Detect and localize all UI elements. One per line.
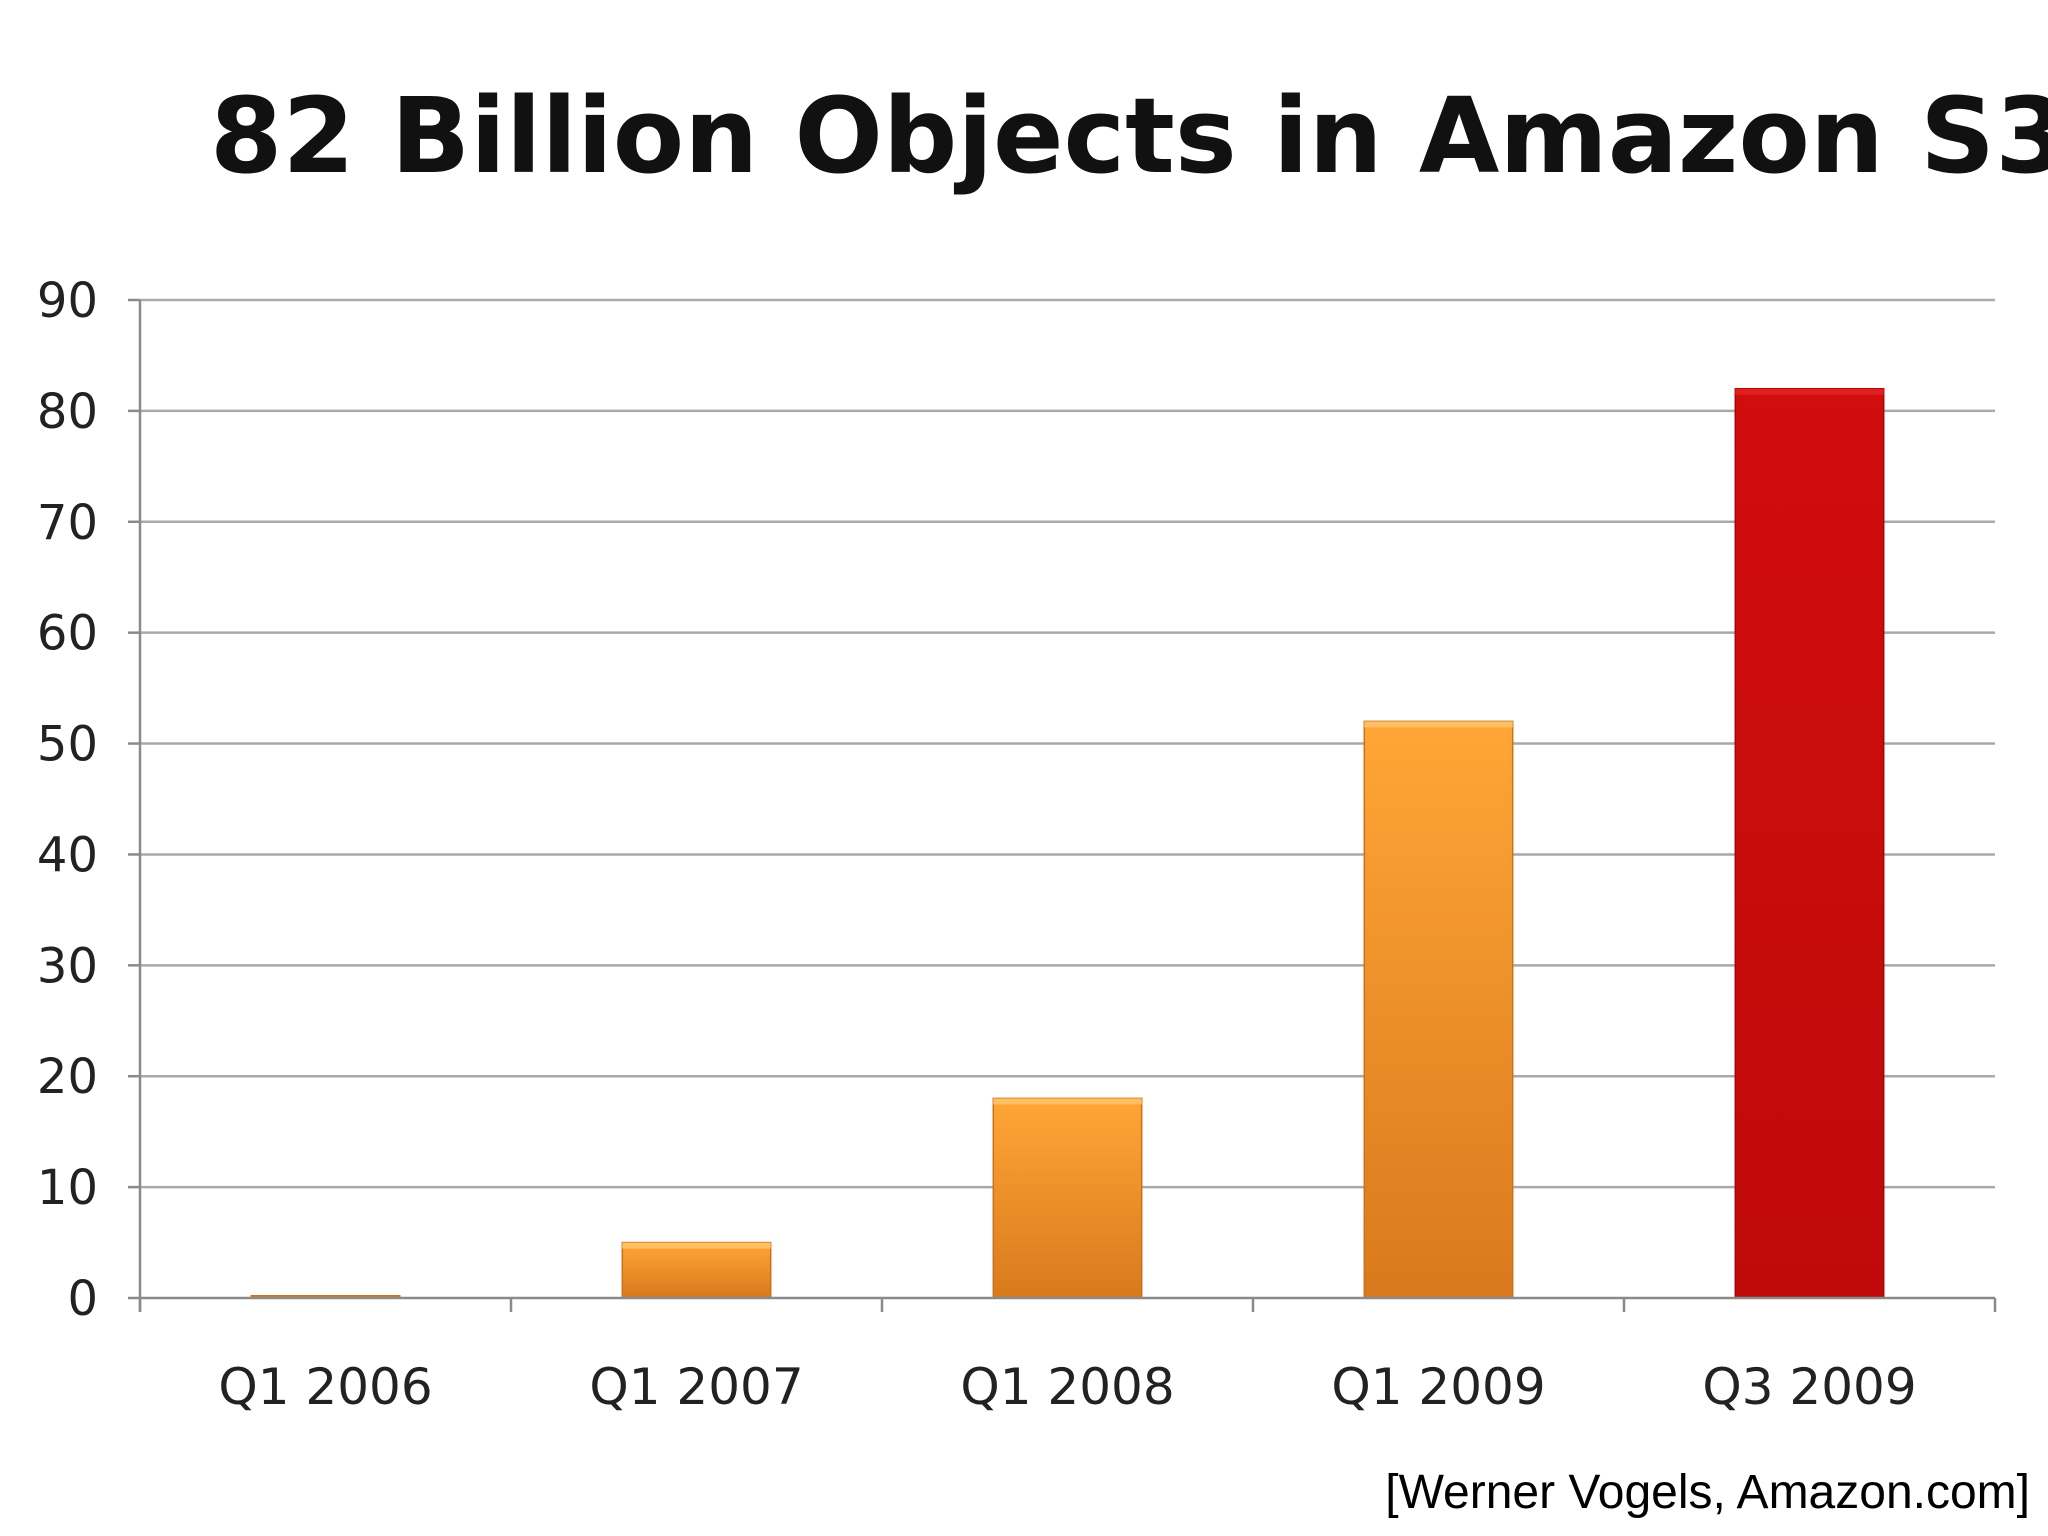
- bar-q1-2008: [992, 1097, 1143, 1299]
- x-category-label: Q1 2007: [589, 1358, 803, 1416]
- bar: [621, 1241, 772, 1299]
- y-tick-label: 40: [37, 827, 98, 883]
- y-tick-label: 90: [37, 273, 98, 329]
- source-credit: [Werner Vogels, Amazon.com]: [1385, 1466, 2030, 1519]
- y-axis-ticks: 0 10 20 30 40 50 60 70 80 90: [37, 273, 98, 1327]
- y-tick-label: 30: [37, 938, 98, 994]
- bar-highlight: [993, 1098, 1142, 1105]
- gridlines: [140, 298, 1995, 1189]
- chart-title: 82 Billion Objects in Amazon S3: [210, 75, 2048, 197]
- bar-q1-2007: [621, 1241, 772, 1299]
- bar-highlight: [622, 1242, 771, 1249]
- y-tick-label: 50: [37, 717, 98, 773]
- bar-highlight: [1735, 388, 1884, 395]
- x-axis: [128, 298, 1997, 1312]
- y-tick-label: 80: [37, 384, 98, 440]
- bars: [250, 387, 1885, 1299]
- x-category-label: Q1 2008: [960, 1358, 1174, 1416]
- bar-q3-2009: [1734, 387, 1885, 1299]
- y-tick-label: 10: [37, 1160, 98, 1216]
- x-category-label: Q1 2009: [1331, 1358, 1545, 1416]
- x-category-label: Q1 2006: [218, 1358, 432, 1416]
- x-axis-labels: Q1 2006 Q1 2007 Q1 2008 Q1 2009 Q3 2009: [218, 1358, 1916, 1416]
- y-tick-label: 60: [37, 606, 98, 662]
- y-tick-label: 20: [37, 1049, 98, 1105]
- x-category-label: Q3 2009: [1702, 1358, 1916, 1416]
- y-tick-label: 0: [67, 1271, 98, 1327]
- bar-highlight: [1364, 721, 1513, 728]
- bar-q1-2009: [1363, 720, 1514, 1299]
- y-tick-label: 70: [37, 495, 98, 551]
- bar: [1734, 387, 1885, 1299]
- bar: [992, 1097, 1143, 1299]
- bar: [1363, 720, 1514, 1299]
